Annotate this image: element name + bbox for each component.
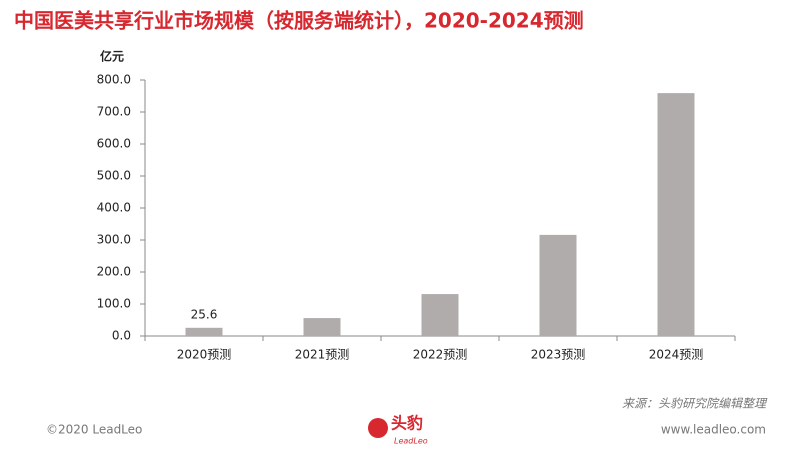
y-tick-label: 300.0 — [97, 233, 131, 247]
y-tick-label: 700.0 — [97, 105, 131, 119]
x-tick-label: 2021预测 — [295, 348, 350, 362]
website: www.leadleo.com — [661, 423, 766, 437]
data-label: 25.6 — [191, 307, 218, 321]
bar — [657, 93, 695, 337]
y-tick-label: 200.0 — [97, 265, 131, 279]
copyright: ©2020 LeadLeo — [46, 423, 142, 437]
y-tick-label: 100.0 — [97, 297, 131, 311]
bar — [303, 318, 341, 336]
source: 来源：头豹研究院编辑整理 — [622, 397, 768, 411]
bar — [185, 327, 223, 336]
chart-title: 中国医美共享行业市场规模（按服务端统计），2020-2024预测 — [14, 9, 584, 33]
x-tick-label: 2020预测 — [177, 348, 232, 362]
bar — [539, 234, 577, 336]
x-tick-label: 2023预测 — [531, 348, 586, 362]
logo: 头豹 — [391, 414, 423, 433]
logo-icon — [368, 418, 388, 438]
y-unit: 亿元 — [100, 49, 124, 64]
bar — [421, 294, 459, 336]
y-tick-label: 400.0 — [97, 201, 131, 215]
y-tick-label: 500.0 — [97, 169, 131, 183]
y-tick-label: 800.0 — [97, 73, 131, 87]
logo-sub: LeadLeo — [394, 437, 428, 446]
y-tick-label: 0.0 — [112, 329, 131, 343]
x-tick-label: 2024预测 — [649, 348, 704, 362]
x-tick-label: 2022预测 — [413, 348, 468, 362]
y-tick-label: 600.0 — [97, 137, 131, 151]
